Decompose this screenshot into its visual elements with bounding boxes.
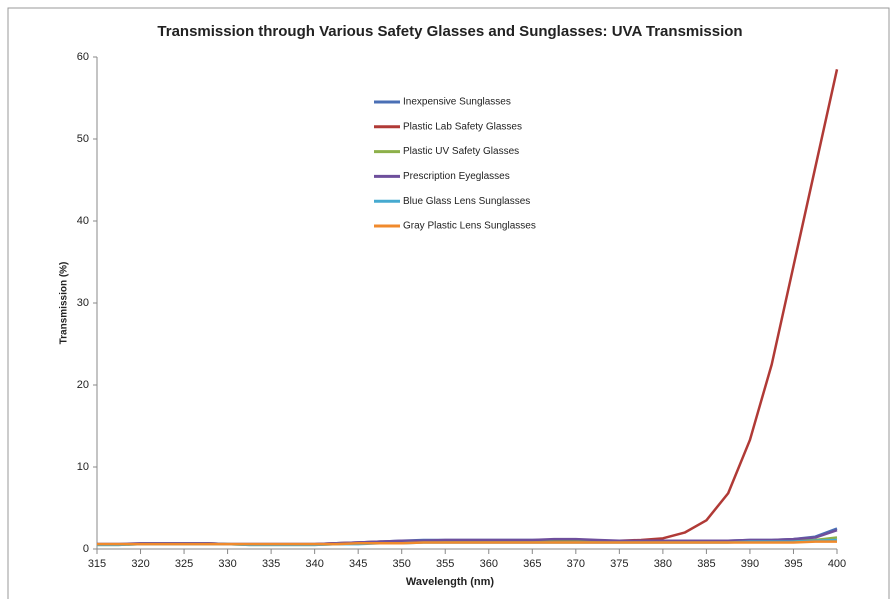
y-tick-label: 50	[77, 133, 89, 145]
y-tick-label: 40	[77, 215, 89, 227]
y-tick-label: 30	[77, 297, 89, 309]
x-tick-label: 320	[131, 558, 149, 570]
x-tick-label: 315	[88, 558, 106, 570]
x-tick-label: 385	[697, 558, 715, 570]
legend-label: Blue Glass Lens Sunglasses	[403, 196, 530, 207]
legend-label: Plastic UV Safety Glasses	[403, 146, 519, 157]
x-tick-label: 395	[784, 558, 802, 570]
y-axis-label: Transmission (%)	[59, 262, 70, 345]
x-axis-label: Wavelength (nm)	[406, 576, 495, 588]
chart-frame	[7, 7, 890, 599]
series-line	[97, 540, 837, 546]
x-tick-label: 345	[349, 558, 367, 570]
x-tick-label: 360	[480, 558, 498, 570]
chart-title: Transmission through Various Safety Glas…	[157, 23, 742, 40]
legend-label: Plastic Lab Safety Glasses	[403, 121, 522, 132]
x-tick-label: 390	[741, 558, 759, 570]
legend-label: Prescription Eyeglasses	[403, 171, 510, 182]
x-tick-label: 335	[262, 558, 280, 570]
x-tick-label: 365	[523, 558, 541, 570]
y-tick-label: 60	[77, 51, 89, 63]
y-tick-label: 0	[83, 543, 89, 555]
x-tick-label: 400	[828, 558, 846, 570]
x-tick-label: 380	[654, 558, 672, 570]
x-tick-label: 375	[610, 558, 628, 570]
legend-label: Gray Plastic Lens Sunglasses	[403, 221, 536, 232]
y-tick-label: 20	[77, 379, 89, 391]
legend-label: Inexpensive Sunglasses	[403, 97, 511, 108]
y-tick-label: 10	[77, 461, 89, 473]
x-tick-label: 330	[218, 558, 236, 570]
x-tick-label: 355	[436, 558, 454, 570]
x-tick-label: 350	[393, 558, 411, 570]
x-tick-label: 370	[567, 558, 585, 570]
series-line	[97, 69, 839, 546]
x-tick-label: 325	[175, 558, 193, 570]
x-tick-label: 340	[305, 558, 323, 570]
